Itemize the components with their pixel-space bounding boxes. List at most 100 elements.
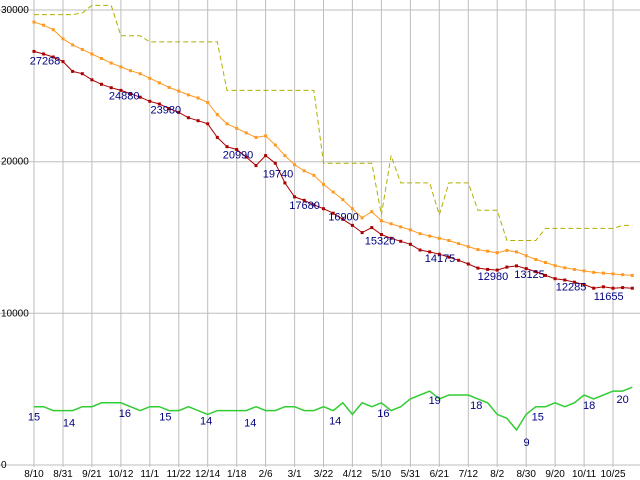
average-price-marker	[322, 182, 325, 186]
x-tick-label: 5/31	[401, 469, 421, 480]
lowest-price-marker	[457, 258, 461, 262]
offer-count-value-label: 14	[244, 418, 256, 430]
average-price-marker	[601, 271, 605, 275]
average-price-marker	[90, 52, 94, 56]
x-tick-label: 8/31	[53, 469, 73, 480]
lowest-price-marker	[322, 207, 325, 211]
lowest-price-marker	[437, 252, 441, 256]
average-price-marker	[302, 169, 306, 173]
average-price-marker	[379, 219, 383, 223]
average-price-marker	[186, 93, 190, 97]
lowest-price-value-label: 17680	[289, 200, 320, 212]
y-tick-label: 10000	[1, 308, 29, 319]
lowest-price-value-label: 23980	[151, 104, 182, 116]
lowest-price-marker	[254, 164, 258, 168]
lowest-price-marker	[100, 82, 103, 86]
average-price-marker	[293, 163, 297, 167]
lowest-price-value-label: 13125	[514, 269, 545, 281]
offer-count-value-label: 15	[159, 412, 171, 424]
average-price-marker	[437, 236, 441, 240]
x-tick-label: 8/10	[24, 469, 44, 480]
lowest-price-marker	[505, 265, 509, 269]
x-tick-label: 5/10	[372, 469, 392, 480]
x-tick-label: 3/1	[288, 469, 302, 480]
lowest-price-marker	[553, 277, 557, 281]
average-price-marker	[206, 101, 210, 104]
average-price-marker	[215, 113, 219, 117]
lowest-price-marker	[225, 145, 229, 149]
average-price-marker	[100, 57, 103, 60]
lowest-price-marker	[244, 155, 248, 159]
lowest-price-marker	[148, 99, 152, 103]
average-price-marker	[495, 251, 499, 255]
average-price-marker	[51, 28, 55, 32]
lowest-price-marker	[534, 270, 538, 274]
average-price-marker	[273, 143, 277, 147]
lowest-price-marker	[186, 116, 190, 120]
x-tick-label: 8/30	[516, 469, 536, 480]
average-price-marker	[621, 273, 625, 277]
lowest-price-value-label: 24880	[109, 91, 140, 103]
average-price-marker	[32, 20, 36, 24]
lowest-price-marker	[80, 72, 84, 76]
lowest-price-marker	[350, 223, 354, 227]
average-price-marker	[370, 210, 374, 214]
average-price-marker	[177, 89, 181, 93]
x-tick-label: 10/12	[108, 469, 133, 480]
lowest-price-value-label: 27268	[30, 55, 61, 67]
lowest-price-marker	[206, 122, 210, 126]
offer-count-value-label: 14	[200, 416, 212, 428]
x-tick-label: 11/1	[140, 469, 159, 480]
lowest-price-marker	[630, 286, 634, 290]
offer-count-line	[34, 386, 633, 432]
lowest-price-marker	[90, 78, 94, 82]
average-price-marker	[350, 207, 354, 211]
average-price-marker	[486, 249, 490, 253]
lowest-price-marker	[495, 268, 499, 272]
average-price-marker	[196, 96, 200, 100]
offer-count-value-label: 18	[470, 400, 482, 412]
average-price-marker	[515, 250, 518, 254]
average-price-marker	[283, 154, 287, 158]
offer-count-value-label: 9	[523, 437, 529, 449]
average-price-marker	[534, 258, 538, 261]
x-tick-label: 11/22	[167, 469, 192, 480]
lowest-price-marker	[61, 60, 65, 64]
average-price-marker	[466, 245, 470, 249]
lowest-price-marker	[341, 217, 345, 221]
average-price-marker	[418, 232, 422, 236]
lowest-price-marker	[601, 285, 605, 289]
average-price-marker	[447, 239, 451, 242]
average-price-marker	[264, 134, 268, 138]
average-price-marker	[244, 131, 248, 135]
lowest-price-marker	[42, 52, 46, 56]
average-price-marker	[611, 272, 615, 276]
lowest-price-marker	[312, 203, 316, 207]
average-price-marker	[582, 269, 586, 273]
offer-count-value-label: 20	[616, 394, 628, 406]
lowest-price-marker	[621, 286, 625, 290]
average-price-marker	[119, 65, 123, 69]
y-tick-label: 0	[1, 460, 7, 471]
offer-count-value-label: 19	[429, 395, 441, 407]
average-price-marker	[399, 225, 403, 229]
lowest-price-marker	[215, 135, 219, 139]
max-price-line	[34, 4, 633, 241]
x-tick-label: 3/22	[314, 469, 334, 480]
lowest-price-marker	[582, 283, 586, 286]
x-tick-label: 1/18	[227, 469, 247, 480]
average-price-marker	[167, 85, 171, 89]
average-price-marker	[71, 43, 75, 47]
lowest-price-value-label: 20990	[223, 150, 254, 162]
y-tick-label: 20000	[1, 157, 29, 168]
average-price-marker	[80, 47, 84, 51]
x-tick-label: 2/6	[259, 469, 273, 480]
lowest-price-marker	[293, 195, 297, 199]
average-price-marker	[61, 37, 65, 41]
average-price-marker	[341, 198, 345, 202]
lowest-price-marker	[138, 95, 142, 99]
lowest-price-marker	[563, 278, 567, 282]
x-tick-label: 6/21	[430, 469, 450, 480]
lowest-price-marker	[129, 92, 132, 96]
